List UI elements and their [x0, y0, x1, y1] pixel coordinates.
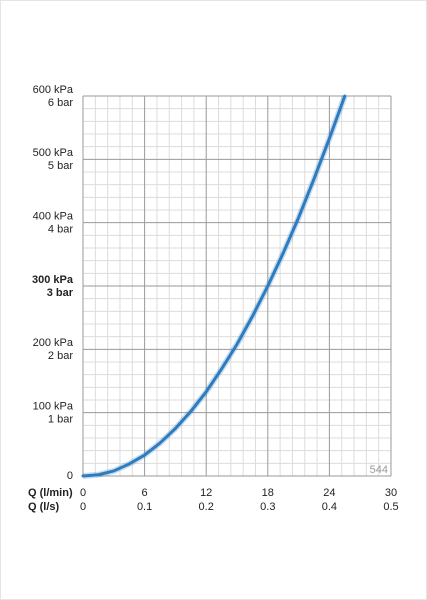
y2-tick-label: 1 bar [48, 414, 73, 426]
x2-tick-label: 0.4 [322, 501, 337, 513]
x2-tick-label: 0.2 [199, 501, 214, 513]
x-tick-label: 24 [323, 487, 335, 499]
x2-tick-label: 0 [80, 501, 86, 513]
x2-axis-label: Q (l/s) [28, 501, 60, 513]
x-tick-label: 18 [262, 487, 274, 499]
y-tick-label: 400 kPa [33, 211, 74, 223]
line [81, 94, 347, 478]
y2-tick-label: 2 bar [48, 350, 73, 362]
y2-tick-label: 3 bar [47, 287, 74, 299]
x-axis-label: Q (l/min) [28, 487, 73, 499]
y-tick-label: 300 kPa [32, 274, 74, 286]
y-tick-label: 0 [67, 470, 73, 482]
y-tick-label: 100 kPa [33, 401, 74, 413]
y2-tick-label: 5 bar [48, 160, 73, 172]
x-tick-label: 30 [385, 487, 397, 499]
x-tick-label: 12 [200, 487, 212, 499]
x-tick-label: 6 [142, 487, 148, 499]
x-tick-label: 0 [80, 487, 86, 499]
x2-tick-label: 0.1 [137, 501, 152, 513]
y-tick-label: 200 kPa [33, 337, 74, 349]
x2-tick-label: 0.5 [383, 501, 398, 513]
y2-tick-label: 6 bar [48, 97, 73, 109]
annotation: 544 [370, 464, 388, 476]
x2-tick-label: 0.3 [260, 501, 275, 513]
y-tick-label: 600 kPa [33, 84, 74, 96]
y-tick-label: 500 kPa [33, 147, 74, 159]
y2-tick-label: 4 bar [48, 224, 73, 236]
